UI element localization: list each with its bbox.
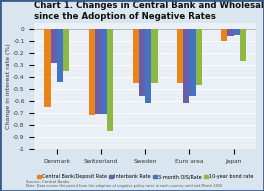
Bar [107,29,113,131]
Text: Chart 1. Changes in Central Bank and Wholesale Rates
since the Adoption of Negat: Chart 1. Changes in Central Bank and Who… [34,1,264,21]
Bar [196,29,202,85]
Legend: Central Bank/Deposit Rate, Interbank Rate, 3-month OIS/Rate, 10-year bond rate: Central Bank/Deposit Rate, Interbank Rat… [37,174,254,179]
Bar [177,29,183,83]
Y-axis label: Change in interest rate (%): Change in interest rate (%) [6,43,11,129]
Bar [183,29,189,103]
Bar [151,29,158,83]
Bar [189,29,196,96]
Bar [44,29,51,107]
Bar [240,29,246,61]
Text: Source: Central Banks: Source: Central Banks [26,180,70,184]
Bar [145,29,151,103]
Text: Note: Data covers the period from the adoption of negative policy rates in each : Note: Data covers the period from the ad… [26,184,223,188]
Bar [139,29,145,96]
Bar [63,29,69,71]
Bar [95,29,101,114]
Bar [57,29,63,82]
Bar [234,29,240,35]
Bar [221,29,227,41]
Bar [101,29,107,114]
Bar [89,29,95,115]
Bar [227,29,234,36]
Bar [133,29,139,83]
Bar [51,29,57,62]
